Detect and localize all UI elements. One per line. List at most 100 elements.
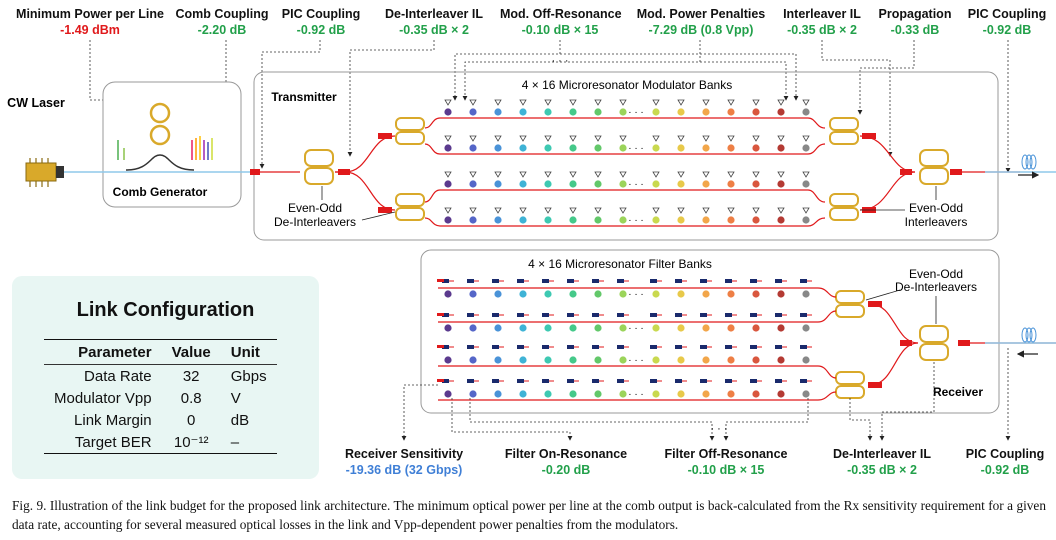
modulator-driver-icon: [777, 135, 785, 142]
cell-parameter: Data Rate: [84, 368, 152, 385]
photodetector-icon: [592, 379, 599, 383]
table-row: Link Margin 0 dB: [44, 409, 277, 431]
modulator-driver-icon: [494, 207, 502, 214]
label-comb-coupling: Comb Coupling -2.20 dB: [172, 7, 272, 37]
modulator-ring: [544, 144, 552, 152]
modulator-ring: [727, 216, 735, 224]
table-row: Modulator Vpp 0.8 V: [44, 387, 277, 409]
modulator-driver-icon: [594, 207, 602, 214]
photodetector-icon: [800, 313, 807, 317]
filter-ring: [444, 290, 452, 298]
modulator-ring: [802, 108, 810, 116]
modulator-ring: [702, 216, 710, 224]
modulator-driver-icon: [469, 135, 477, 142]
filter-ring: [727, 356, 735, 364]
modulator-driver-icon: [594, 99, 602, 106]
label-filter-off-resonance: Filter Off-Resonance -0.10 dB × 15: [656, 447, 796, 477]
modulator-ring: [569, 180, 577, 188]
modulator-driver-icon: [594, 135, 602, 142]
photodetector-icon: [617, 313, 624, 317]
cell-value: 10⁻¹²: [161, 431, 221, 454]
modulator-ring: [469, 108, 477, 116]
modulator-driver-icon: [652, 207, 660, 214]
modulator-ring: [777, 144, 785, 152]
label-value: -2.20 dB: [197, 23, 247, 37]
modulator-driver-icon: [569, 207, 577, 214]
modulator-driver-icon: [519, 207, 527, 214]
label-value: -0.10 dB × 15: [687, 463, 765, 477]
tx-interleaver-label-1: Even-Odd: [909, 201, 963, 215]
modulator-driver-icon: [444, 135, 452, 142]
cell-parameter: Modulator Vpp: [54, 390, 152, 407]
filter-ring: [594, 290, 602, 298]
rx-label-pointers: [865, 289, 937, 324]
modulator-ring: [752, 216, 760, 224]
photodetector-icon: [675, 279, 682, 283]
modulator-ring: [777, 108, 785, 116]
modulator-driver-icon: [444, 171, 452, 178]
label-interleaver-il: Interleaver IL -0.35 dB × 2: [776, 7, 868, 37]
modulator-driver-icon: [727, 171, 735, 178]
filter-ring: [519, 290, 527, 298]
photodetector-icon: [675, 313, 682, 317]
ellipsis: · · ·: [628, 143, 644, 154]
label-title: Propagation: [878, 7, 952, 21]
modulator-driver-icon: [494, 171, 502, 178]
photodetector-icon: [442, 345, 449, 349]
modulator-ring: [444, 180, 452, 188]
label-filter-on-resonance: Filter On-Resonance -0.20 dB: [496, 447, 636, 477]
label-title: PIC Coupling: [967, 7, 1047, 21]
label-value: -0.92 dB: [982, 23, 1032, 37]
modulator-driver-icon: [469, 99, 477, 106]
modulator-ring: [544, 180, 552, 188]
photodetector-icon: [542, 379, 549, 383]
rx-bank-input-mark: [437, 345, 444, 348]
cell-value: 0: [186, 412, 196, 429]
figure-caption: Fig. 9. Illustration of the link budget …: [12, 498, 1046, 532]
photodetector-icon: [675, 379, 682, 383]
modulator-ring: [619, 144, 627, 152]
photodetector-icon: [617, 379, 624, 383]
modulator-ring: [469, 216, 477, 224]
modulator-ring: [652, 180, 660, 188]
photodetector-icon: [775, 279, 782, 283]
modulator-ring: [494, 108, 502, 116]
filter-ring: [519, 324, 527, 332]
link-configuration-panel: Link Configuration Parameter Value Unit …: [12, 276, 319, 479]
filter-ring: [619, 390, 627, 398]
photodetector-icon: [467, 279, 474, 283]
label-title: De-Interleaver IL: [385, 7, 483, 21]
label-title: Mod. Power Penalties: [636, 7, 766, 21]
modulator-driver-icon: [702, 171, 710, 178]
filter-ring: [652, 324, 660, 332]
photodetector-icon: [492, 379, 499, 383]
modulator-ring: [619, 180, 627, 188]
modulator-ring: [652, 216, 660, 224]
modulator-driver-icon: [752, 171, 760, 178]
label-title: Receiver Sensitivity: [344, 447, 464, 461]
filter-ring: [544, 290, 552, 298]
modulator-driver-icon: [544, 99, 552, 106]
photodetector-icon: [750, 345, 757, 349]
modulator-driver-icon: [544, 135, 552, 142]
filter-ring: [677, 390, 685, 398]
modulator-driver-icon: [802, 135, 810, 142]
photodetector-icon: [517, 279, 524, 283]
modulator-ring: [652, 108, 660, 116]
transmitter-label: Transmitter: [271, 90, 337, 104]
rx-deinterleaver-label-2: De-Interleavers: [895, 280, 977, 294]
filter-ring: [619, 356, 627, 364]
modulator-ring: [469, 180, 477, 188]
modulator-driver-icon: [619, 171, 627, 178]
photodetector-icon: [800, 345, 807, 349]
photodetector-icon: [542, 345, 549, 349]
receiver-label: Receiver: [933, 385, 983, 399]
photodetector-icon: [675, 345, 682, 349]
photodetector-icon: [567, 345, 574, 349]
modulator-ring: [727, 144, 735, 152]
photodetector-icon: [650, 345, 657, 349]
bottom-leader-lines: [401, 348, 1011, 441]
filter-ring: [802, 390, 810, 398]
tx-label-pointers: [321, 186, 937, 221]
modulator-driver-icon: [444, 207, 452, 214]
